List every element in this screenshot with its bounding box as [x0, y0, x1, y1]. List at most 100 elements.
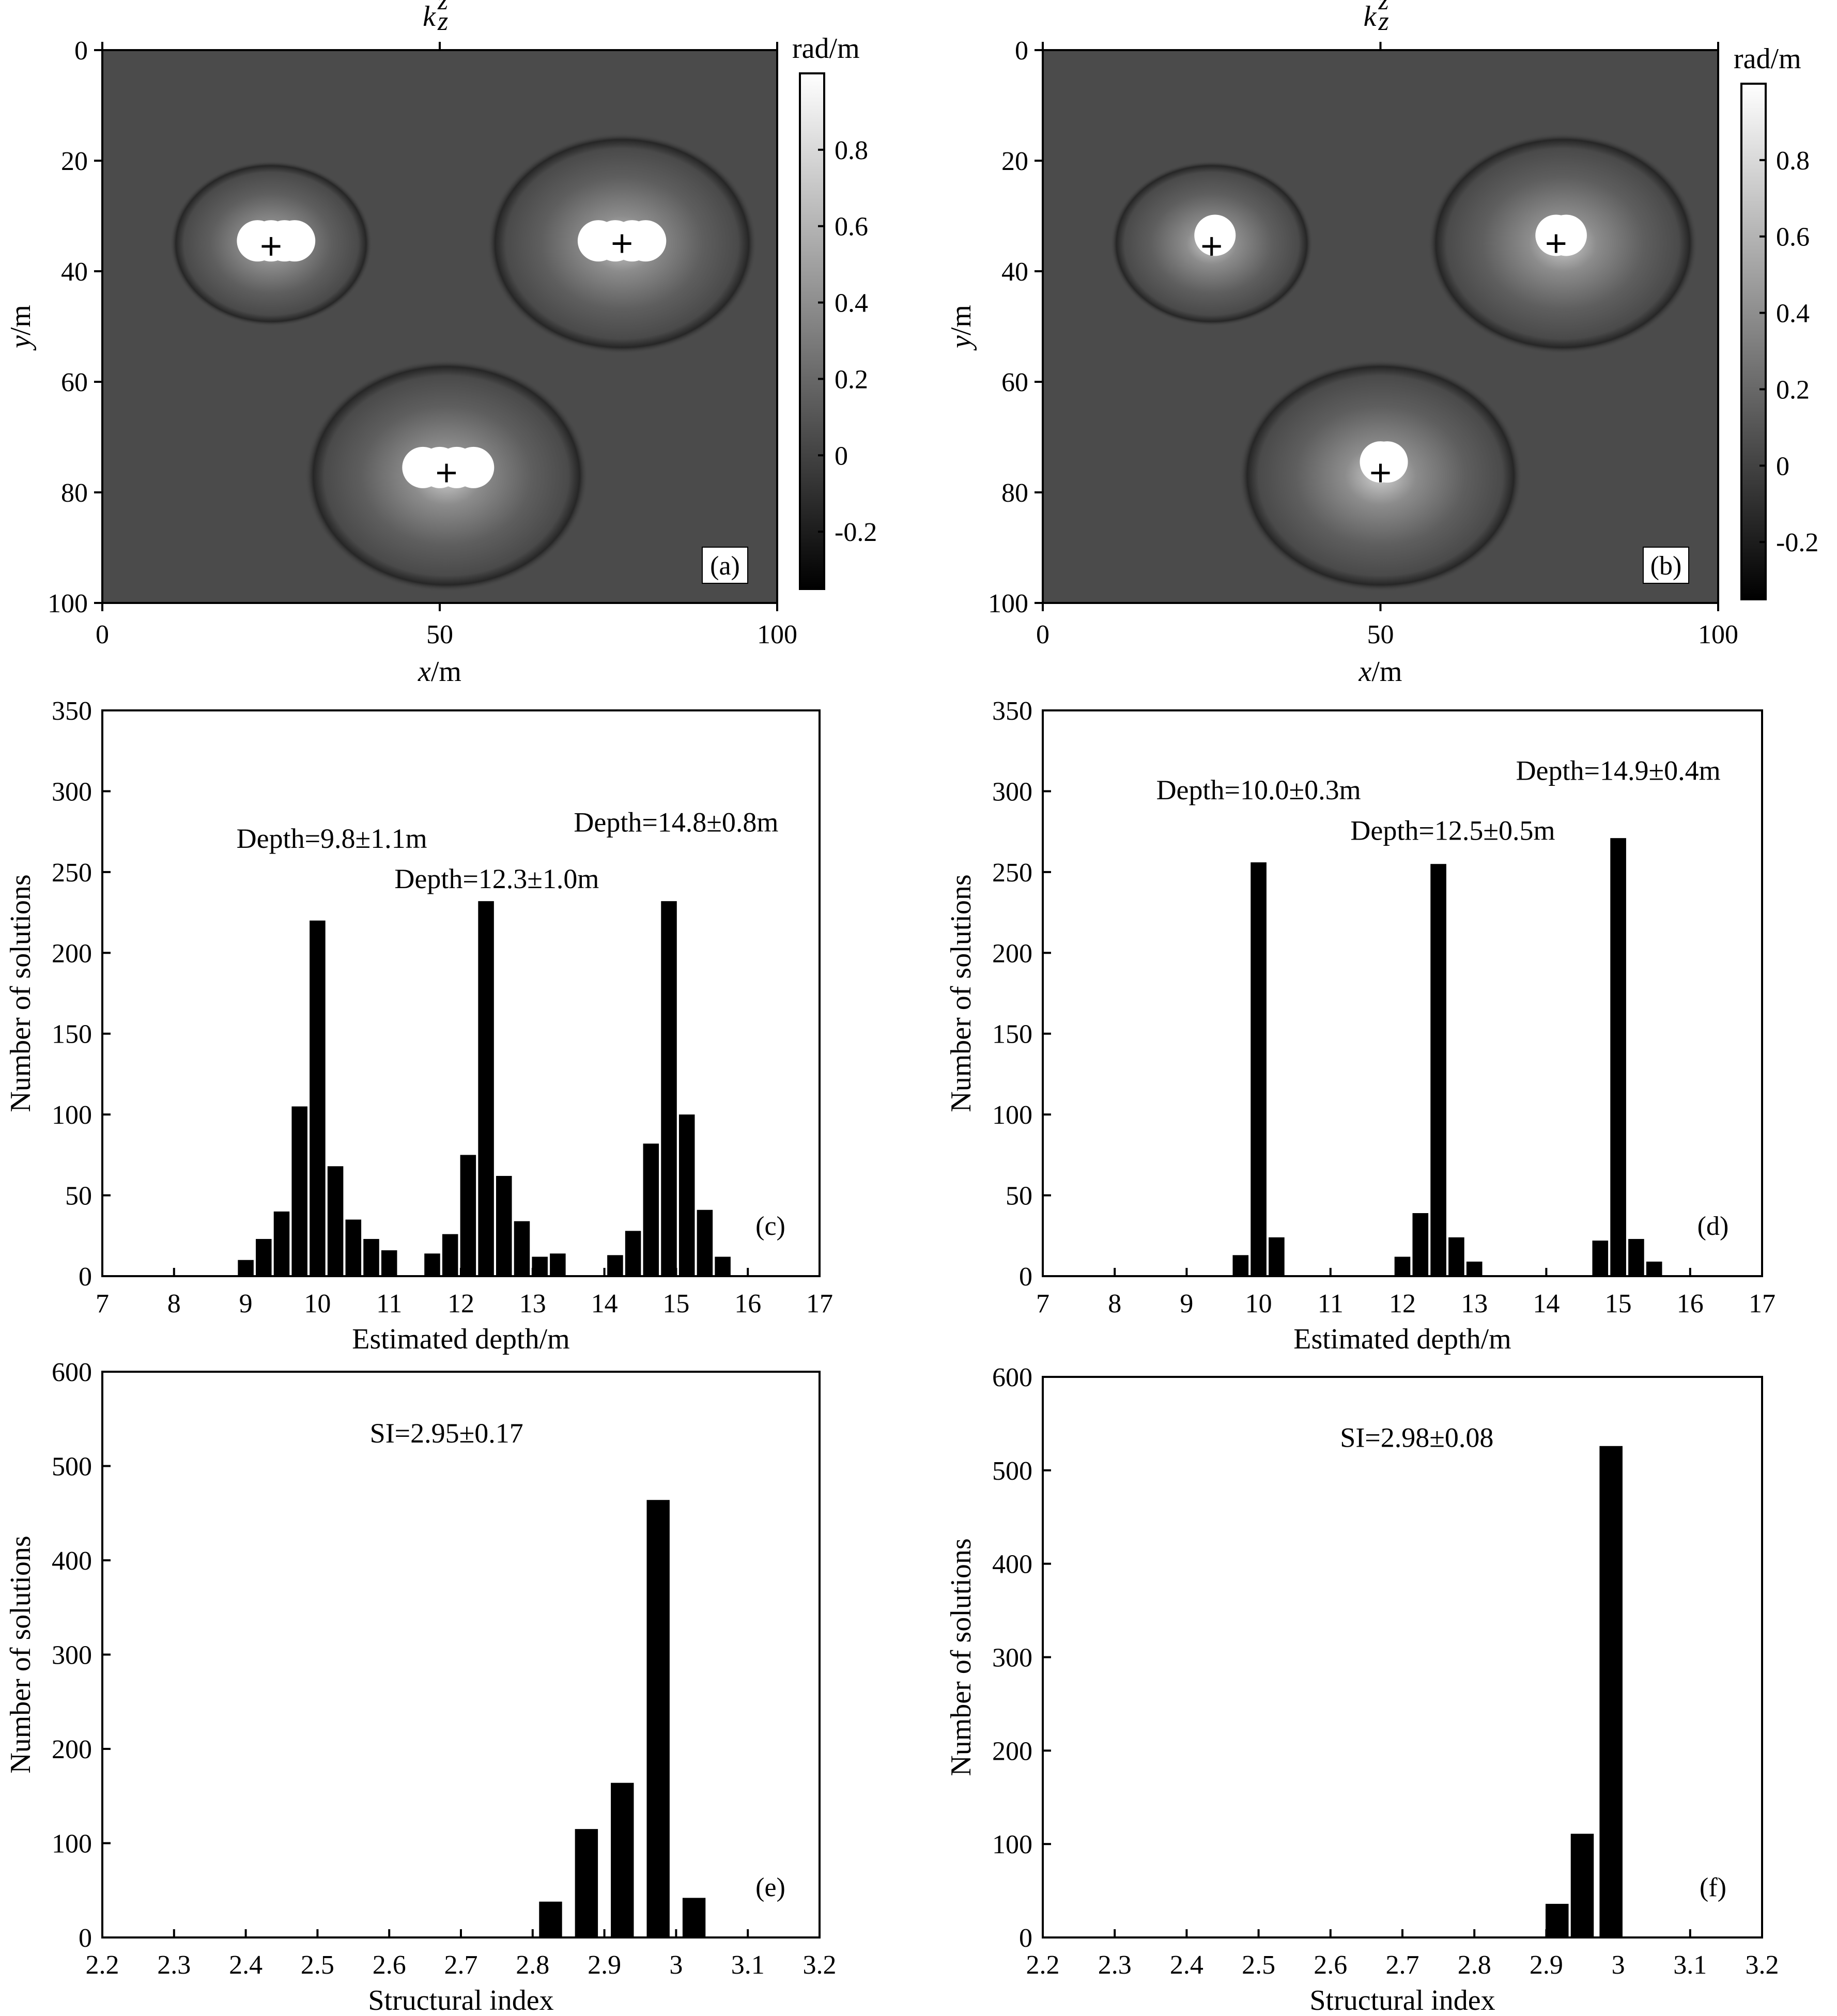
histogram-bar: [327, 1166, 344, 1276]
colorbar-tick-label: 0.8: [835, 136, 868, 165]
x-tick-label: 2.8: [516, 1950, 549, 1980]
colorbar-tick-label: 0.4: [1776, 299, 1810, 329]
x-tick-label: 2.9: [588, 1950, 621, 1980]
histogram-bar: [539, 1901, 562, 1937]
histogram-bar: [1269, 1237, 1285, 1276]
x-tick-label: 2.9: [1530, 1950, 1563, 1980]
histogram-bar: [514, 1221, 530, 1276]
y-tick-label: 20: [1001, 147, 1028, 176]
histogram-bar: [1599, 1446, 1623, 1937]
y-tick-label: 350: [992, 696, 1032, 726]
x-tick-label: 16: [1677, 1289, 1704, 1319]
y-tick-label: 0: [1015, 36, 1028, 66]
panel-label: (e): [755, 1873, 785, 1902]
y-tick-label: 600: [52, 1358, 92, 1387]
histogram-bar: [1430, 864, 1446, 1276]
histogram-bar: [273, 1211, 290, 1276]
histogram-bar: [1628, 1239, 1644, 1276]
solution-blob: [453, 446, 495, 488]
y-tick-label: 500: [992, 1456, 1032, 1486]
x-tick-label: 7: [1036, 1289, 1049, 1319]
y-tick-label: 400: [52, 1546, 92, 1576]
x-tick-label: 2.2: [1026, 1950, 1060, 1980]
panel-label: (a): [710, 551, 740, 581]
x-tick-label: 3.1: [1673, 1950, 1707, 1980]
y-axis-label: Number of solutions: [945, 874, 977, 1112]
histogram-bar: [478, 901, 494, 1276]
histogram-bar: [661, 901, 677, 1276]
plot-frame: [101, 1371, 821, 1939]
x-tick-label: 100: [757, 620, 797, 649]
y-tick-label: 60: [1001, 368, 1028, 397]
panel-label-box: [1643, 547, 1689, 584]
annotation: Depth=14.9±0.4m: [1516, 755, 1721, 786]
x-tick-label: 0: [1036, 620, 1049, 649]
x-axis-label: Estimated depth/m: [352, 1323, 569, 1355]
y-tick-label: 200: [992, 939, 1032, 968]
y-tick-label: 100: [992, 1100, 1032, 1130]
colorbar-tick-label: 0: [835, 441, 848, 471]
plot-frame: [1042, 1376, 1763, 1939]
solution-blob: [1194, 214, 1236, 256]
histogram-bar: [611, 1782, 634, 1937]
y-tick-label: 80: [1001, 478, 1028, 508]
colorbar-tick-label: 0.2: [1776, 375, 1810, 405]
annotation: Depth=12.5±0.5m: [1350, 815, 1555, 846]
histogram-panel-d: 0 50 100 150 200 250 300 350 7 8 9 10 11 12 13 14 15 16 17…: [945, 696, 1776, 1355]
x-tick-label: 2.7: [444, 1950, 478, 1980]
histogram-bar: [1546, 1903, 1569, 1937]
x-tick-label: 2.4: [1170, 1950, 1203, 1980]
x-axis-unit: /m: [1371, 656, 1402, 688]
colorbar-unit: rad/m: [792, 33, 860, 65]
annotation: Depth=9.8±1.1m: [237, 823, 427, 854]
y-axis-label: Number of solutions: [5, 1536, 37, 1773]
colorbar-tick-label: 0.6: [1776, 223, 1810, 252]
histogram-bar: [678, 1114, 695, 1276]
histogram-bar: [1610, 838, 1626, 1276]
y-tick-label: 500: [52, 1452, 92, 1482]
plot-frame: [1042, 709, 1763, 1277]
y-axis-var: y: [945, 335, 977, 351]
x-axis-label: Structural index: [368, 1984, 553, 2016]
y-tick-label: 200: [992, 1736, 1032, 1766]
x-tick-label: 9: [239, 1289, 253, 1319]
x-tick-label: 14: [591, 1289, 618, 1319]
x-axis-label: Estimated depth/m: [1293, 1323, 1511, 1355]
x-tick-label: 2.5: [1242, 1950, 1275, 1980]
x-tick-label: 14: [1533, 1289, 1560, 1319]
histogram-bar: [550, 1253, 566, 1276]
x-axis-label: Structural index: [1309, 1984, 1495, 2016]
x-tick-label: 15: [1605, 1289, 1632, 1319]
x-axis-unit: /m: [431, 656, 461, 688]
histogram-bar: [643, 1143, 659, 1276]
colorbar-tick-label: -0.2: [835, 518, 877, 547]
x-tick-label: 8: [1108, 1289, 1121, 1319]
x-tick-label: 2.7: [1386, 1950, 1419, 1980]
histogram-bar: [1448, 1237, 1464, 1276]
colorbar-tick-label: -0.2: [1776, 528, 1818, 557]
x-tick-label: 3: [669, 1950, 683, 1980]
histogram-bar: [715, 1257, 731, 1276]
x-tick-label: 17: [806, 1289, 833, 1319]
histogram-bar: [256, 1239, 272, 1276]
x-axis-var: x: [1359, 656, 1372, 688]
x-tick-label: 7: [96, 1289, 109, 1319]
y-axis-var: y: [5, 335, 37, 351]
histogram-bar: [1592, 1240, 1609, 1276]
colorbar-tick-label: 0.4: [835, 289, 868, 318]
x-tick-label: 3.2: [803, 1950, 837, 1980]
x-tick-label: 2.2: [86, 1950, 119, 1980]
colorbar-tick-label: 0.6: [835, 212, 868, 242]
panel-label: (c): [755, 1212, 785, 1241]
x-tick-label: 2.6: [1314, 1950, 1347, 1980]
histogram-bar: [646, 1500, 670, 1937]
histogram-bar: [291, 1106, 307, 1276]
y-tick-label: 50: [1006, 1182, 1032, 1211]
x-tick-label: 8: [167, 1289, 181, 1319]
x-tick-label: 2.5: [301, 1950, 334, 1980]
x-axis-var: x: [418, 656, 431, 688]
x-tick-label: 3.1: [731, 1950, 765, 1980]
x-axis-label: x/m: [1359, 656, 1402, 688]
